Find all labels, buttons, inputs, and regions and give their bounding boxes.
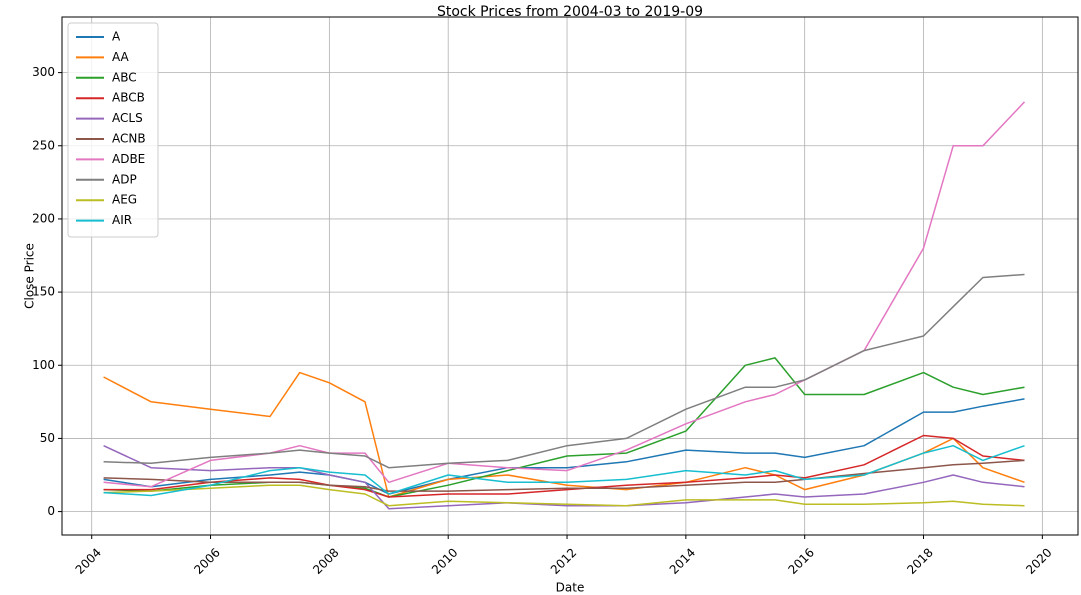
x-tick-label: 2018 bbox=[904, 545, 935, 576]
series-line bbox=[103, 484, 1025, 507]
x-tick-label: 2006 bbox=[191, 545, 222, 576]
legend-label: ABC bbox=[112, 70, 137, 84]
y-tick-label: 300 bbox=[32, 65, 55, 79]
x-tick-label: 2008 bbox=[310, 545, 341, 576]
series-line bbox=[103, 444, 1025, 497]
series-line bbox=[103, 398, 1025, 495]
x-tick-label: 2012 bbox=[548, 545, 579, 576]
series-line bbox=[103, 101, 1026, 488]
legend-label: AEG bbox=[112, 193, 137, 207]
legend-label: AIR bbox=[112, 213, 132, 227]
series-line bbox=[103, 357, 1025, 498]
x-axis-label: Date bbox=[556, 581, 585, 595]
legend-label: ACLS bbox=[112, 111, 143, 125]
x-tick-label: 2004 bbox=[73, 545, 104, 576]
legend-label: A bbox=[112, 30, 121, 44]
legend-label: ADP bbox=[112, 172, 137, 186]
y-tick-label: 100 bbox=[32, 358, 55, 372]
y-tick-label: 0 bbox=[47, 504, 55, 518]
x-tick-label: 2016 bbox=[786, 545, 817, 576]
series-line bbox=[103, 459, 1025, 492]
y-tick-label: 200 bbox=[32, 211, 55, 225]
series-line bbox=[103, 273, 1025, 469]
series-line bbox=[103, 434, 1025, 498]
legend-label: ABCB bbox=[112, 91, 145, 105]
x-tick-label: 2010 bbox=[429, 545, 460, 576]
y-axis-label: Close Price bbox=[23, 243, 37, 309]
legend-label: ADBE bbox=[112, 152, 145, 166]
series-line bbox=[103, 445, 1025, 510]
plot-frame bbox=[61, 16, 1079, 536]
legend-label: ACNB bbox=[112, 132, 146, 146]
chart-title: Stock Prices from 2004-03 to 2019-09 bbox=[437, 4, 703, 20]
series-line bbox=[103, 371, 1025, 498]
y-tick-label: 50 bbox=[40, 431, 55, 445]
y-tick-label: 150 bbox=[32, 285, 55, 299]
legend-box bbox=[67, 22, 159, 238]
legend-label: AA bbox=[112, 50, 130, 64]
x-tick-label: 2020 bbox=[1023, 545, 1054, 576]
y-tick-label: 250 bbox=[32, 138, 55, 152]
x-tick-label: 2014 bbox=[667, 545, 698, 576]
